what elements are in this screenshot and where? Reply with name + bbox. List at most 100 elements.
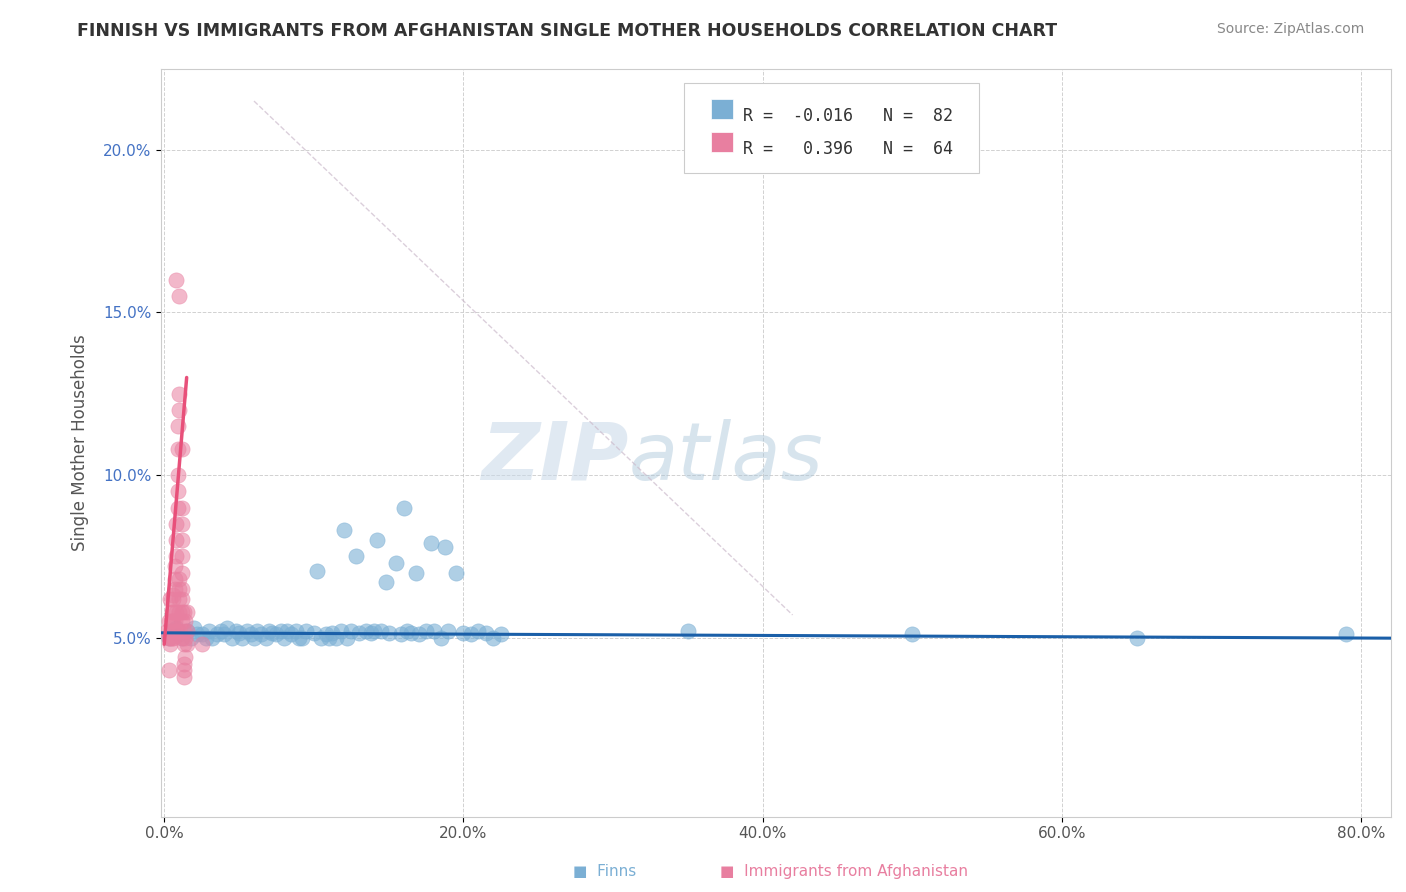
FancyBboxPatch shape	[683, 84, 979, 173]
Point	[270, 624, 292, 639]
Point	[162, 631, 184, 645]
Text: ■  Immigrants from Afghanistan: ■ Immigrants from Afghanistan	[720, 863, 967, 879]
Point	[374, 575, 396, 590]
Point	[209, 624, 232, 639]
Point	[453, 625, 475, 640]
Point	[157, 631, 180, 645]
Point	[160, 624, 183, 639]
Point	[159, 591, 181, 606]
Point	[190, 627, 212, 641]
Point	[318, 631, 340, 645]
Point	[160, 624, 183, 639]
Point	[173, 624, 195, 639]
Text: R =  -0.016   N =  82: R = -0.016 N = 82	[742, 107, 953, 125]
Point	[166, 468, 188, 483]
Point	[475, 625, 498, 640]
Point	[163, 615, 186, 629]
Point	[167, 605, 190, 619]
Point	[176, 605, 198, 619]
Point	[159, 637, 181, 651]
Point	[901, 627, 924, 641]
Point	[205, 627, 228, 641]
Point	[347, 625, 370, 640]
Point	[284, 624, 307, 639]
Point	[228, 625, 250, 640]
Point	[437, 624, 460, 639]
Point	[167, 289, 190, 303]
Point	[363, 624, 385, 639]
Point	[243, 631, 266, 645]
Point	[395, 624, 418, 639]
Point	[162, 605, 184, 619]
Point	[165, 549, 187, 564]
Point	[489, 627, 512, 641]
Point	[260, 625, 283, 640]
Point	[160, 615, 183, 629]
Point	[332, 524, 354, 538]
Point	[467, 624, 489, 639]
Point	[162, 615, 184, 629]
Point	[160, 605, 183, 619]
Point	[221, 631, 243, 645]
Point	[166, 484, 188, 499]
Point	[315, 627, 337, 641]
Point	[172, 566, 194, 580]
Point	[288, 631, 311, 645]
Point	[360, 625, 382, 640]
Point	[173, 605, 195, 619]
Point	[162, 591, 184, 606]
Point	[212, 627, 235, 641]
Point	[482, 631, 505, 645]
Point	[162, 589, 184, 603]
Point	[157, 631, 180, 645]
Point	[174, 615, 197, 629]
Point	[160, 631, 183, 645]
Point	[183, 621, 205, 635]
Point	[173, 663, 195, 677]
Point	[172, 549, 194, 564]
Point	[163, 572, 186, 586]
Point	[165, 624, 187, 639]
Point	[167, 386, 190, 401]
Point	[166, 442, 188, 456]
Point	[325, 631, 347, 645]
Point	[172, 582, 194, 596]
Point	[167, 627, 190, 641]
Point	[235, 624, 257, 639]
Point	[408, 627, 430, 641]
Point	[276, 624, 298, 639]
Point	[460, 627, 482, 641]
Point	[176, 624, 198, 639]
Point	[366, 533, 388, 548]
Point	[174, 650, 197, 665]
Point	[1334, 627, 1357, 641]
Point	[385, 556, 408, 570]
Point	[377, 625, 399, 640]
Point	[167, 591, 190, 606]
Point	[370, 624, 392, 639]
Point	[172, 615, 194, 629]
Point	[165, 516, 187, 531]
Point	[172, 500, 194, 515]
Point	[172, 631, 194, 645]
Point	[172, 533, 194, 548]
Point	[344, 549, 367, 564]
Y-axis label: Single Mother Households: Single Mother Households	[72, 334, 89, 551]
Point	[186, 627, 208, 641]
Point	[180, 631, 202, 645]
Point	[165, 605, 187, 619]
Point	[676, 624, 699, 639]
Point	[165, 533, 187, 548]
Point	[329, 624, 352, 639]
Point	[444, 566, 467, 580]
Point	[172, 631, 194, 645]
Point	[159, 631, 181, 645]
Point	[176, 624, 198, 639]
Point	[231, 631, 253, 645]
Point	[295, 624, 318, 639]
FancyBboxPatch shape	[711, 99, 733, 120]
Point	[250, 627, 273, 641]
Point	[157, 663, 180, 677]
Point	[246, 624, 269, 639]
Point	[422, 624, 444, 639]
